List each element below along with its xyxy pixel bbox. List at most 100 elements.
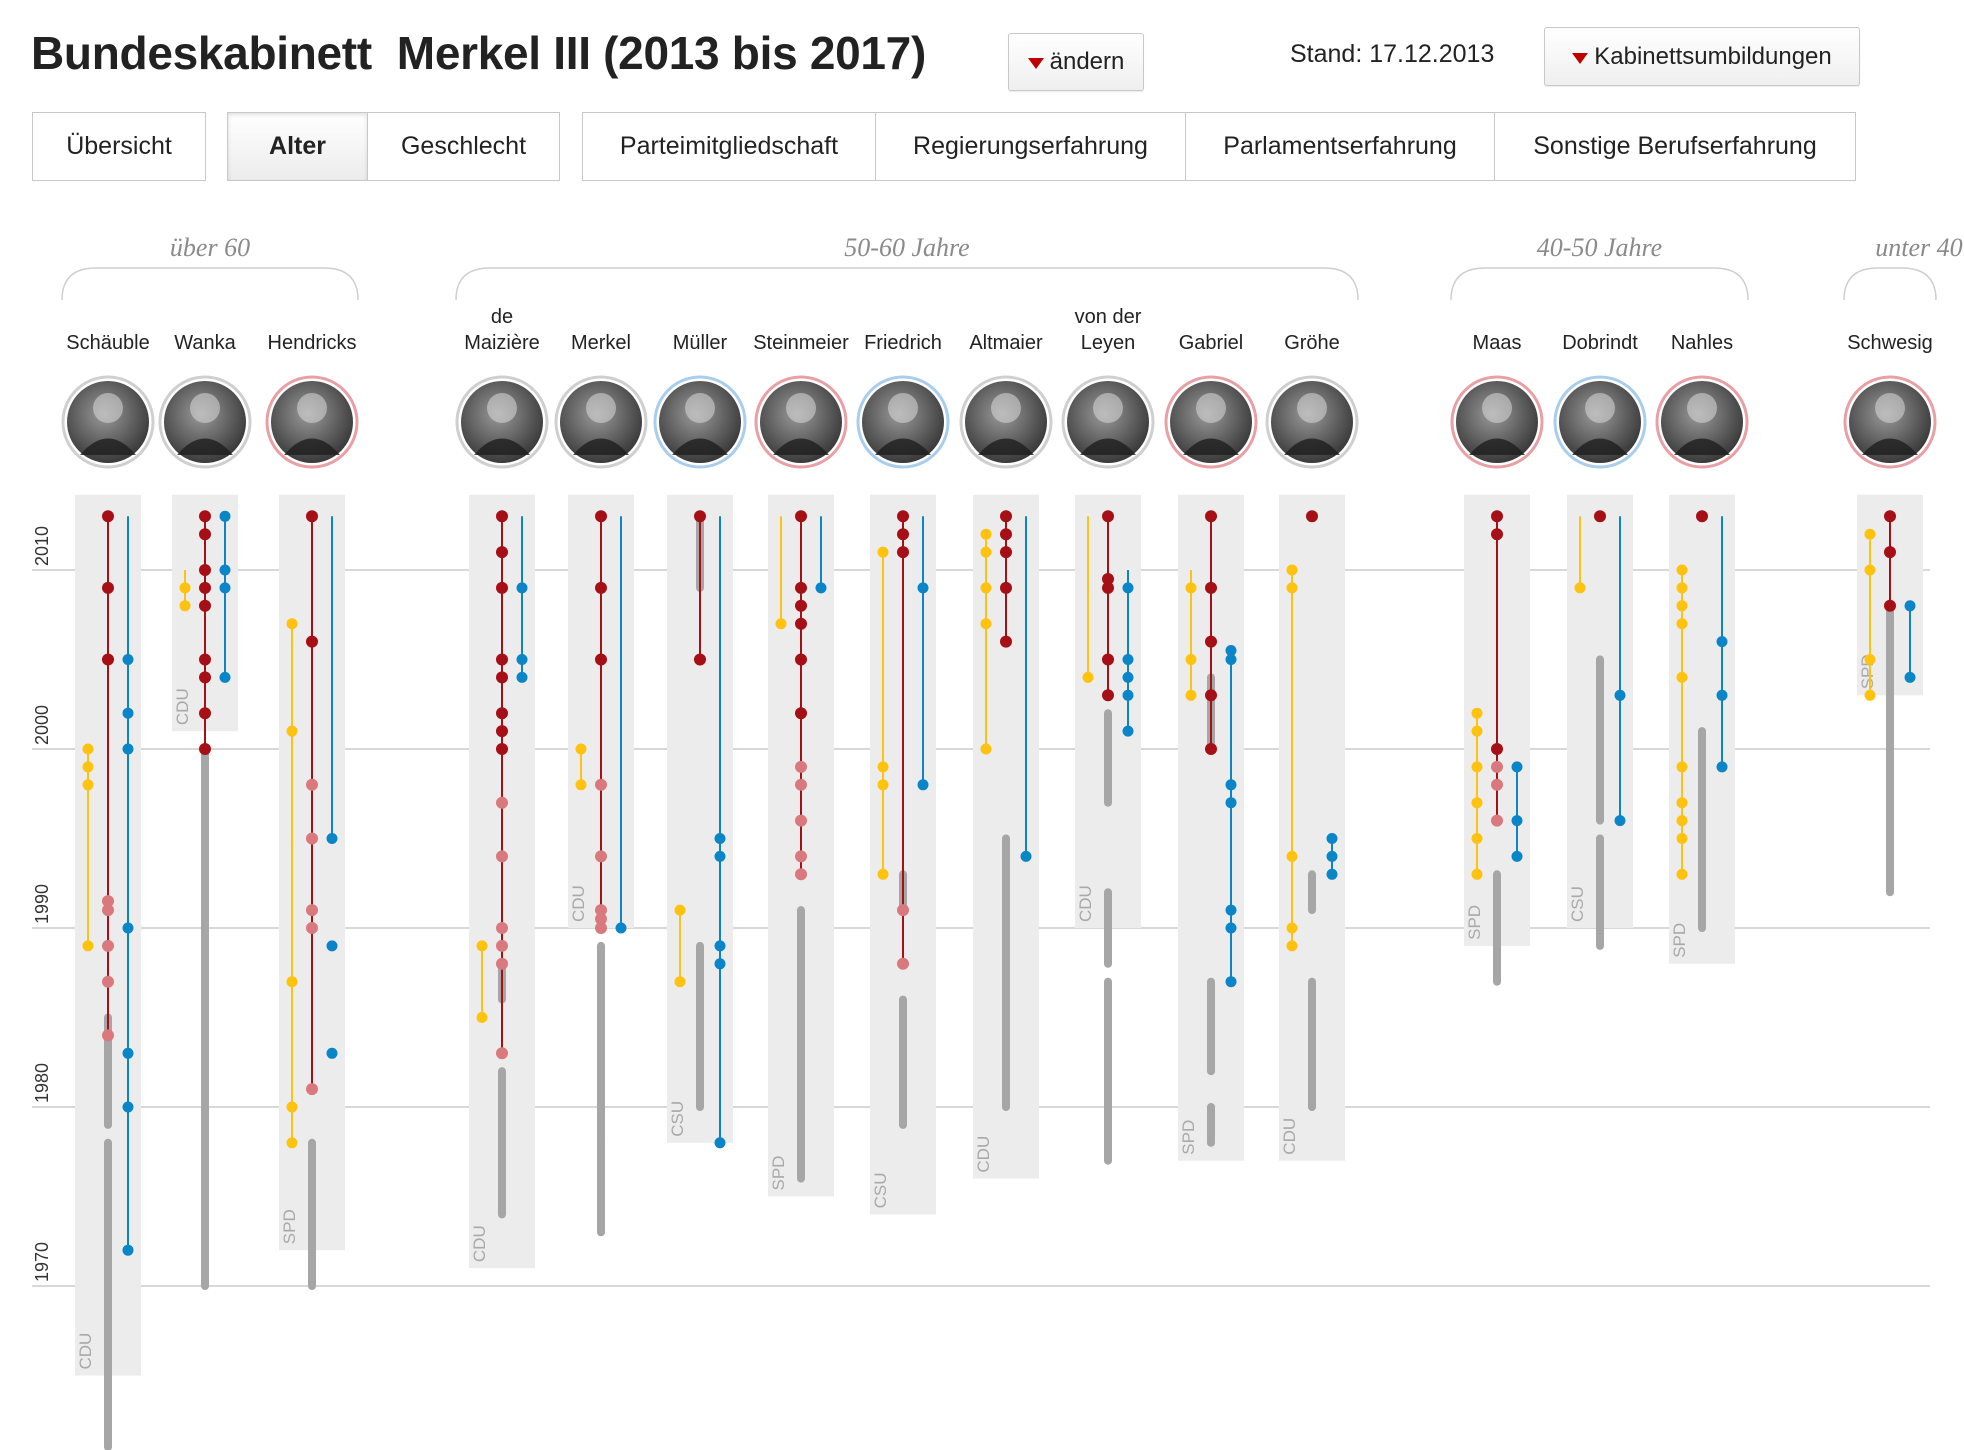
government-dot <box>897 904 909 917</box>
government-dot <box>1205 510 1217 523</box>
government-dot <box>306 635 318 648</box>
government-dot <box>897 510 909 523</box>
member-name: Steinmeier <box>753 332 849 354</box>
party-office-dot <box>980 618 992 630</box>
y-tick-label: 1980 <box>32 1063 52 1103</box>
party-office-dot <box>1864 564 1876 576</box>
tab-label: Sonstige Berufserfahrung <box>1533 132 1817 160</box>
parliament-dot <box>1122 725 1134 737</box>
parliament-dot <box>122 743 134 755</box>
portrait-shoulders <box>773 438 829 455</box>
tab-geschlecht[interactable]: Geschlecht <box>367 112 560 181</box>
member-name: Schäuble <box>66 332 149 354</box>
party-office-dot <box>1185 654 1197 665</box>
government-dot <box>1491 778 1503 791</box>
party-office-dot <box>1676 868 1688 880</box>
members: Schäuble CDU Wanka CDU Hendricks SPD de Maizièr… <box>61 306 1937 1450</box>
band-fade <box>667 472 733 495</box>
government-dot <box>694 653 706 666</box>
parliament-dot <box>122 1244 134 1256</box>
government-dot <box>595 581 607 594</box>
government-dot <box>199 743 211 755</box>
government-dot <box>102 653 114 666</box>
government-dot <box>897 528 909 541</box>
parliament-dot <box>1122 654 1134 665</box>
government-dot <box>496 581 508 594</box>
portrait-head <box>1196 393 1226 423</box>
group-bracket <box>1843 267 1937 301</box>
group-bracket <box>455 267 1359 301</box>
party-label: CDU <box>76 1333 95 1370</box>
parliament-dot <box>1511 815 1523 827</box>
tab-label: Geschlecht <box>400 132 527 160</box>
party-office-dot <box>1185 689 1197 701</box>
government-dot <box>496 957 508 970</box>
party-office-dot <box>980 743 992 755</box>
group-label: über 60 <box>170 233 250 262</box>
government-dot <box>1205 581 1217 594</box>
member-name: Dobrindt <box>1562 332 1638 354</box>
tab-uebersicht[interactable]: Übersicht <box>32 112 206 181</box>
member-name: von der <box>1075 306 1142 328</box>
party-label: CDU <box>470 1225 489 1262</box>
member-column: Friedrich CSU <box>856 332 950 1215</box>
party-office-dot <box>179 600 191 612</box>
band-fade <box>1567 472 1633 495</box>
portrait-head <box>685 393 715 423</box>
band-fade <box>1857 472 1923 495</box>
government-dot <box>1884 599 1896 612</box>
government-dot <box>694 510 706 523</box>
tab-label: Parlamentserfahrung <box>1223 132 1457 160</box>
reshuffle-button[interactable]: Kabinettsumbildungen <box>1544 27 1860 86</box>
portrait-shoulders <box>474 438 530 455</box>
portrait-shoulders <box>80 438 136 455</box>
change-cabinet-button[interactable]: ändern <box>1008 33 1144 91</box>
parliament-dot <box>516 654 528 665</box>
government-dot <box>102 939 114 952</box>
party-office-dot <box>1471 797 1483 809</box>
parliament-dot <box>1225 976 1237 988</box>
member-column: Gröhe CDU <box>1265 332 1359 1161</box>
party-office-dot <box>1286 940 1298 952</box>
government-dot <box>102 895 114 908</box>
tab-label: Übersicht <box>66 132 172 160</box>
tab-regierungserfahrung[interactable]: Regierungserfahrung <box>875 112 1186 181</box>
party-office-dot <box>1676 618 1688 630</box>
government-dot <box>595 922 607 934</box>
government-dot <box>795 778 807 791</box>
party-office-dot <box>1286 582 1298 594</box>
portrait-shoulders <box>1862 438 1918 455</box>
tab-alter[interactable]: Alter <box>227 112 368 181</box>
party-office-dot <box>1676 671 1688 683</box>
parliament-dot <box>1716 689 1728 701</box>
parliament-dot <box>714 940 726 952</box>
parliament-dot <box>1511 850 1523 862</box>
government-dot <box>102 1029 114 1042</box>
government-dot <box>306 778 318 791</box>
party-office-dot <box>1471 833 1483 844</box>
member-column: Maas SPD <box>1450 332 1544 986</box>
party-office-dot <box>1676 761 1688 773</box>
government-dot <box>1000 635 1012 648</box>
government-dot <box>306 904 318 917</box>
party-office-dot <box>1471 868 1483 880</box>
group-bracket <box>61 267 359 301</box>
government-dot <box>102 904 114 917</box>
parliament-dot <box>122 654 134 665</box>
party-office-dot <box>82 940 94 952</box>
portrait-shoulders <box>573 438 629 455</box>
parliament-dot <box>1614 815 1626 827</box>
tab-parteimitgliedschaft[interactable]: Parteimitgliedschaft <box>582 112 876 181</box>
portrait-head <box>586 393 616 423</box>
band-fade <box>768 472 834 495</box>
tab-parlamentserfahrung[interactable]: Parlamentserfahrung <box>1185 112 1495 181</box>
tab-sonstige-berufserfahrung[interactable]: Sonstige Berufserfahrung <box>1494 112 1856 181</box>
parliament-dot <box>1225 922 1237 934</box>
party-office-dot <box>476 940 488 952</box>
portrait-head <box>888 393 918 423</box>
y-tick-label: 1990 <box>32 884 52 924</box>
tab-label: Regierungserfahrung <box>913 132 1148 160</box>
party-label: SPD <box>280 1209 299 1244</box>
government-dot <box>496 546 508 559</box>
